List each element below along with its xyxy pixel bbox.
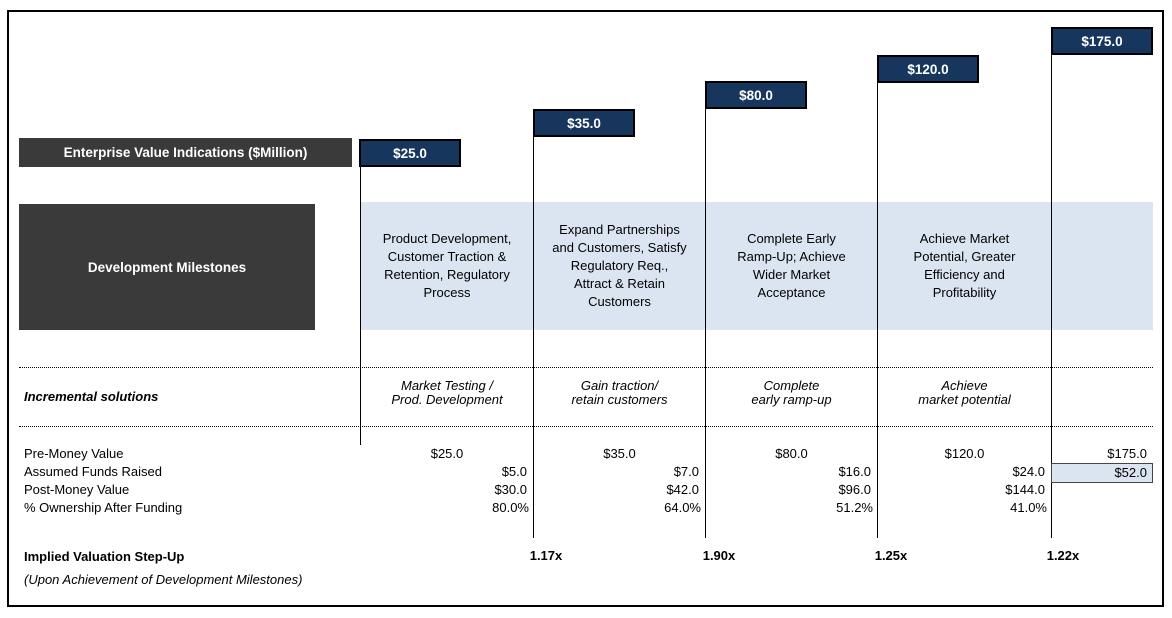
step-up-row-label: Implied Valuation Step-Up (24, 549, 185, 564)
value-box-2: $35.0 (533, 109, 635, 137)
milestone-4-line: Achieve Market (919, 231, 1010, 246)
milestone-4-line: Efficiency and (924, 267, 1005, 282)
incremental-solutions-label: Incremental solutions (24, 389, 159, 404)
step-up-note: (Upon Achievement of Development Milesto… (24, 572, 303, 587)
post-money-value-1: $30.0 (494, 482, 527, 497)
funds-raised-value-2: $7.0 (673, 464, 699, 479)
milestone-cell-2: Expand Partnerships and Customers, Satis… (534, 202, 705, 330)
milestone-4-line: Profitability (932, 285, 997, 300)
development-milestones-header: Development Milestones (19, 204, 315, 330)
incremental-3-line: early ramp-up (751, 392, 832, 407)
funds-raised-highlight-box: $52.0 (1051, 463, 1153, 483)
chart-frame-border (7, 10, 1164, 607)
ownership-value-2: 64.0% (664, 500, 701, 515)
column-line-4 (877, 83, 878, 538)
value-box-3: $80.0 (705, 81, 807, 109)
ownership-value-3: 51.2% (836, 500, 873, 515)
pre-money-value-2: $35.0 (603, 446, 636, 461)
incremental-2-line: retain customers (571, 392, 668, 407)
milestone-cell-3: Complete Early Ramp-Up; Achieve Wider Ma… (706, 202, 877, 330)
value-box-5-label: $175.0 (1081, 33, 1123, 49)
value-box-1: $25.0 (359, 139, 461, 167)
ownership-row-label: % Ownership After Funding (24, 500, 183, 515)
milestone-2-line: Regulatory Req., (570, 258, 669, 273)
dotted-separator-top (19, 367, 1153, 368)
value-box-5: $175.0 (1051, 27, 1153, 55)
step-up-value-2: 1.17x (529, 548, 563, 563)
incremental-3-line: Complete (763, 378, 820, 393)
enterprise-value-header: Enterprise Value Indications ($Million) (19, 138, 352, 167)
milestone-3-line: Acceptance (757, 285, 826, 300)
incremental-1-line: Prod. Development (391, 392, 503, 407)
funds-raised-value-5: $52.0 (1114, 465, 1147, 480)
milestone-4-line: Potential, Greater (913, 249, 1016, 264)
milestone-1-line: Product Development, (382, 231, 512, 246)
milestone-1-line: Retention, Regulatory (384, 267, 510, 282)
post-money-value-4: $144.0 (1005, 482, 1045, 497)
pre-money-value-5: $175.0 (1107, 446, 1147, 461)
post-money-value-2: $42.0 (666, 482, 699, 497)
milestone-3-line: Wider Market (752, 267, 831, 282)
step-up-value-3: 1.90x (702, 548, 736, 563)
value-box-4-label: $120.0 (907, 61, 949, 77)
incremental-4-line: market potential (918, 392, 1011, 407)
column-line-5 (1051, 55, 1052, 538)
step-up-value-4: 1.25x (874, 548, 908, 563)
value-box-3-label: $80.0 (739, 87, 773, 103)
milestone-2-line: and Customers, Satisfy (552, 240, 687, 255)
funds-raised-value-1: $5.0 (501, 464, 527, 479)
step-up-value-5: 1.22x (1046, 548, 1080, 563)
dotted-separator-bottom (19, 426, 1153, 427)
value-box-2-label: $35.0 (567, 115, 601, 131)
column-line-2 (533, 137, 534, 538)
ownership-value-4: 41.0% (1010, 500, 1047, 515)
pre-money-row-label: Pre-Money Value (24, 446, 124, 461)
post-money-value-3: $96.0 (838, 482, 871, 497)
milestone-cell-1: Product Development, Customer Traction &… (361, 202, 533, 330)
incremental-1-line: Market Testing / (400, 378, 493, 393)
milestone-2-line: Expand Partnerships (559, 222, 680, 237)
value-box-4: $120.0 (877, 55, 979, 83)
incremental-cell-2: Gain traction/ retain customers (534, 379, 705, 407)
development-milestones-header-label: Development Milestones (87, 259, 247, 275)
milestone-3-line: Ramp-Up; Achieve (737, 249, 846, 264)
milestone-3-line: Complete Early (747, 231, 836, 246)
milestone-2-line: Customers (588, 294, 651, 309)
column-line-3 (705, 109, 706, 538)
incremental-2-line: Gain traction/ (580, 378, 659, 393)
value-box-1-label: $25.0 (393, 145, 427, 161)
funds-raised-row-label: Assumed Funds Raised (24, 464, 163, 479)
incremental-cell-1: Market Testing / Prod. Development (361, 379, 533, 407)
column-line-1 (360, 167, 361, 445)
pre-money-value-3: $80.0 (775, 446, 808, 461)
incremental-cell-4: Achieve market potential (878, 379, 1051, 407)
incremental-cell-3: Complete early ramp-up (706, 379, 877, 407)
milestone-1-line: Customer Traction & (387, 249, 507, 264)
funds-raised-value-3: $16.0 (838, 464, 871, 479)
milestone-1-line: Process (423, 285, 471, 300)
pre-money-value-1: $25.0 (430, 446, 464, 461)
post-money-row-label: Post-Money Value (24, 482, 130, 497)
milestone-cell-4: Achieve Market Potential, Greater Effici… (878, 202, 1051, 330)
funds-raised-value-4: $24.0 (1012, 464, 1045, 479)
incremental-4-line: Achieve (941, 378, 988, 393)
ownership-value-1: 80.0% (492, 500, 529, 515)
enterprise-value-header-label: Enterprise Value Indications ($Million) (63, 145, 308, 160)
milestone-2-line: Attract & Retain (573, 276, 666, 291)
pre-money-value-4: $120.0 (944, 446, 985, 461)
